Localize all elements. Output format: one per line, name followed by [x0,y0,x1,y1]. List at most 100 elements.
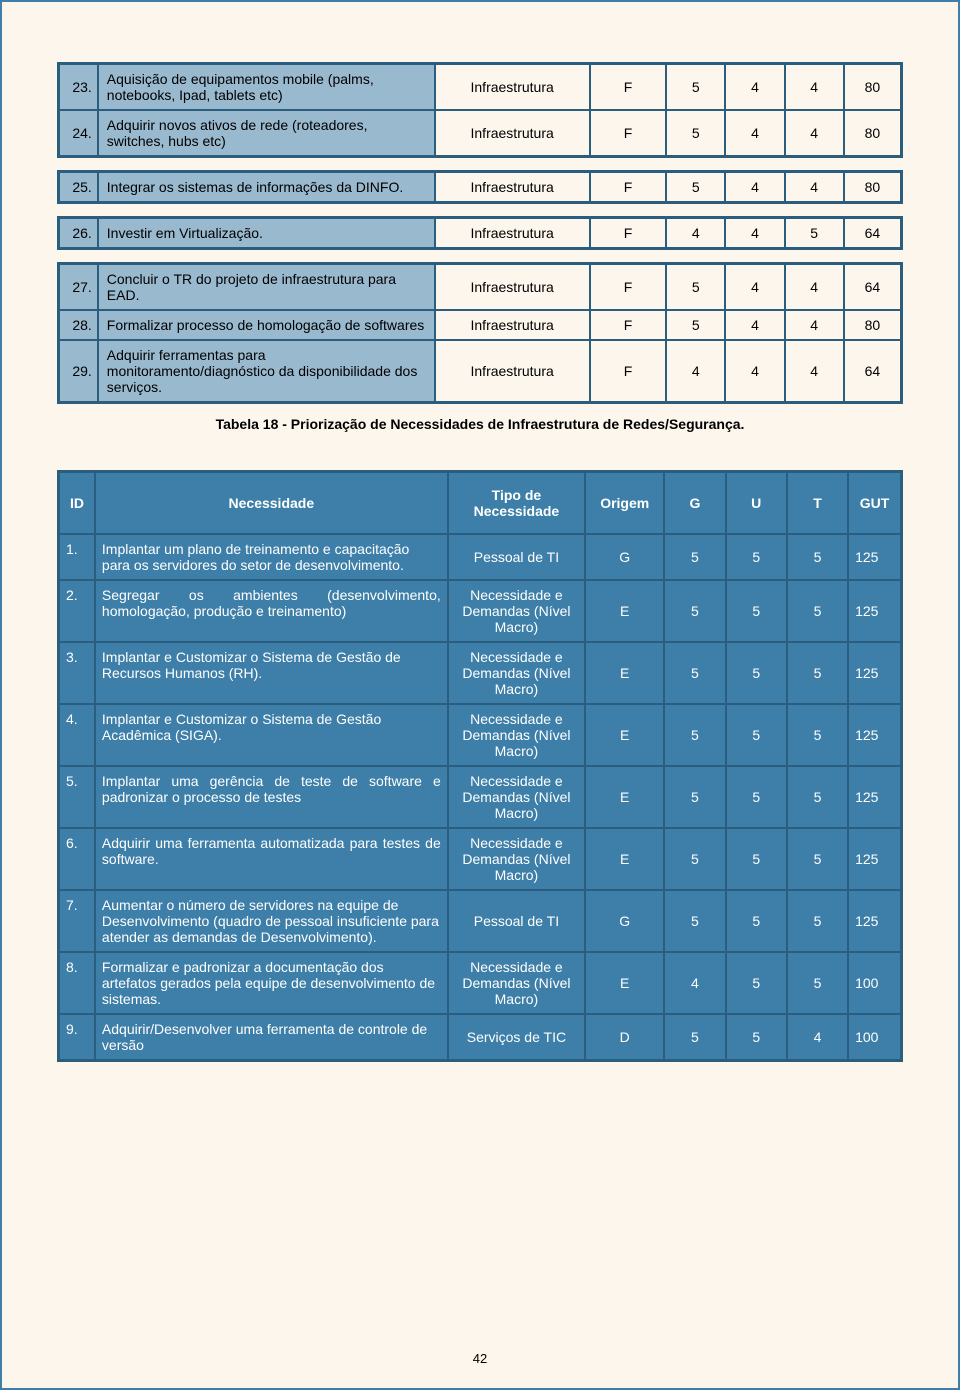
table-row: 26. Investir em Virtualização. Infraestr… [59,218,901,248]
cell-need: Adquirir/Desenvolver uma ferramenta de c… [95,1014,448,1060]
table-row: 9.Adquirir/Desenvolver uma ferramenta de… [59,1014,901,1060]
cell-id: 6. [59,828,95,890]
row-g: 5 [666,64,725,110]
table-row: 25. Integrar os sistemas de informações … [59,172,901,202]
cell-need: Segregar os ambientes (desenvolvimento, … [95,580,448,642]
row-t: 5 [785,218,844,248]
cell-orig: G [585,534,664,580]
row-type: Infraestrutura [435,218,590,248]
table-header-row: ID Necessidade Tipo de Necessidade Orige… [59,472,901,534]
cell-orig: D [585,1014,664,1060]
cell-tipo: Necessidade e Demandas (Nível Macro) [448,580,585,642]
priorization-table: ID Necessidade Tipo de Necessidade Orige… [57,470,903,1062]
row-desc: Concluir o TR do projeto de infraestrutu… [98,264,435,310]
table-row: 8.Formalizar e padronizar a documentação… [59,952,901,1014]
cell-gut: 100 [848,952,901,1014]
col-u: U [726,472,787,534]
cell-tipo: Pessoal de TI [448,534,585,580]
row-desc: Investir em Virtualização. [98,218,435,248]
cell-g: 5 [664,580,725,642]
cell-orig: E [585,580,664,642]
cell-g: 5 [664,642,725,704]
row-orig: F [590,64,667,110]
row-u: 4 [725,64,784,110]
row-orig: F [590,310,667,340]
cell-orig: E [585,828,664,890]
cell-need: Implantar um plano de treinamento e capa… [95,534,448,580]
table-row: 23.Aquisição de equipamentos mobile (pal… [59,64,901,110]
cell-u: 5 [726,704,787,766]
cell-t: 5 [787,580,848,642]
cell-id: 8. [59,952,95,1014]
row-type: Infraestrutura [435,64,590,110]
table-row: 7.Aumentar o número de servidores na equ… [59,890,901,952]
cell-t: 5 [787,952,848,1014]
cell-g: 5 [664,534,725,580]
table-row: 1.Implantar um plano de treinamento e ca… [59,534,901,580]
cell-gut: 125 [848,766,901,828]
cell-gut: 125 [848,642,901,704]
row-number: 23. [59,64,98,110]
table-caption: Tabela 18 - Priorização de Necessidades … [57,416,903,432]
row-desc: Integrar os sistemas de informações da D… [98,172,435,202]
cell-u: 5 [726,534,787,580]
row-g: 5 [666,310,725,340]
table-row: 27.Concluir o TR do projeto de infraestr… [59,264,901,310]
row-number: 25. [59,172,98,202]
col-t: T [787,472,848,534]
row-t: 4 [785,264,844,310]
cell-need: Adquirir uma ferramenta automatizada par… [95,828,448,890]
cell-t: 5 [787,828,848,890]
table-row: 24.Adquirir novos ativos de rede (rotead… [59,110,901,156]
row-desc: Adquirir novos ativos de rede (roteadore… [98,110,435,156]
cell-g: 5 [664,704,725,766]
cell-orig: E [585,952,664,1014]
row-gut: 80 [844,64,901,110]
cell-need: Implantar e Customizar o Sistema de Gest… [95,642,448,704]
table-row: 28.Formalizar processo de homologação de… [59,310,901,340]
table-row-26: 26. Investir em Virtualização. Infraestr… [57,216,903,250]
cell-tipo: Necessidade e Demandas (Nível Macro) [448,828,585,890]
row-type: Infraestrutura [435,110,590,156]
page: 23.Aquisição de equipamentos mobile (pal… [0,0,960,1390]
row-g: 5 [666,110,725,156]
row-gut: 64 [844,340,901,402]
row-number: 24. [59,110,98,156]
row-gut: 80 [844,172,901,202]
cell-id: 7. [59,890,95,952]
row-gut: 80 [844,310,901,340]
row-number: 26. [59,218,98,248]
table-row: 2.Segregar os ambientes (desenvolvimento… [59,580,901,642]
row-u: 4 [725,264,784,310]
cell-u: 5 [726,952,787,1014]
cell-gut: 125 [848,890,901,952]
cell-u: 5 [726,642,787,704]
row-gut: 64 [844,264,901,310]
row-number: 29. [59,340,98,402]
row-orig: F [590,340,667,402]
row-g: 4 [666,218,725,248]
row-type: Infraestrutura [435,340,590,402]
col-need: Necessidade [95,472,448,534]
page-number: 42 [2,1351,958,1366]
row-desc: Adquirir ferramentas para monitoramento/… [98,340,435,402]
cell-id: 1. [59,534,95,580]
row-t: 4 [785,172,844,202]
cell-u: 5 [726,580,787,642]
cell-t: 4 [787,1014,848,1060]
cell-g: 5 [664,828,725,890]
cell-need: Aumentar o número de servidores na equip… [95,890,448,952]
row-t: 4 [785,310,844,340]
cell-g: 4 [664,952,725,1014]
cell-t: 5 [787,766,848,828]
table-row: 29.Adquirir ferramentas para monitoramen… [59,340,901,402]
row-type: Infraestrutura [435,172,590,202]
cell-u: 5 [726,1014,787,1060]
row-desc: Formalizar processo de homologação de so… [98,310,435,340]
row-number: 27. [59,264,98,310]
cell-tipo: Necessidade e Demandas (Nível Macro) [448,704,585,766]
cell-t: 5 [787,890,848,952]
cell-g: 5 [664,1014,725,1060]
col-tipo: Tipo de Necessidade [448,472,585,534]
row-u: 4 [725,340,784,402]
